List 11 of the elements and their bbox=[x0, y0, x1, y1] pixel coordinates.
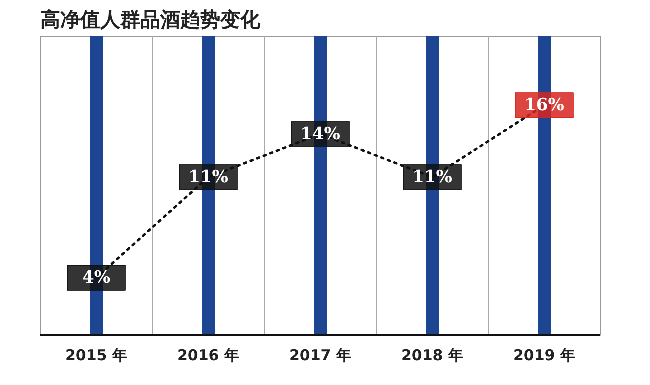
data-label: 16% bbox=[524, 96, 564, 116]
data-label: 11% bbox=[188, 167, 228, 188]
x-tick-label: 2018 年 bbox=[402, 346, 464, 364]
data-label: 4% bbox=[82, 268, 110, 288]
x-tick-label: 2015 年 bbox=[66, 346, 128, 364]
data-label: 14% bbox=[300, 124, 340, 144]
chart-title: 高净值人群品酒趋势变化 bbox=[40, 8, 262, 32]
x-tick-label: 2017 年 bbox=[290, 346, 352, 364]
data-label: 11% bbox=[412, 167, 452, 188]
x-tick-label: 2016 年 bbox=[178, 346, 240, 364]
x-tick-label: 2019 年 bbox=[514, 346, 576, 364]
